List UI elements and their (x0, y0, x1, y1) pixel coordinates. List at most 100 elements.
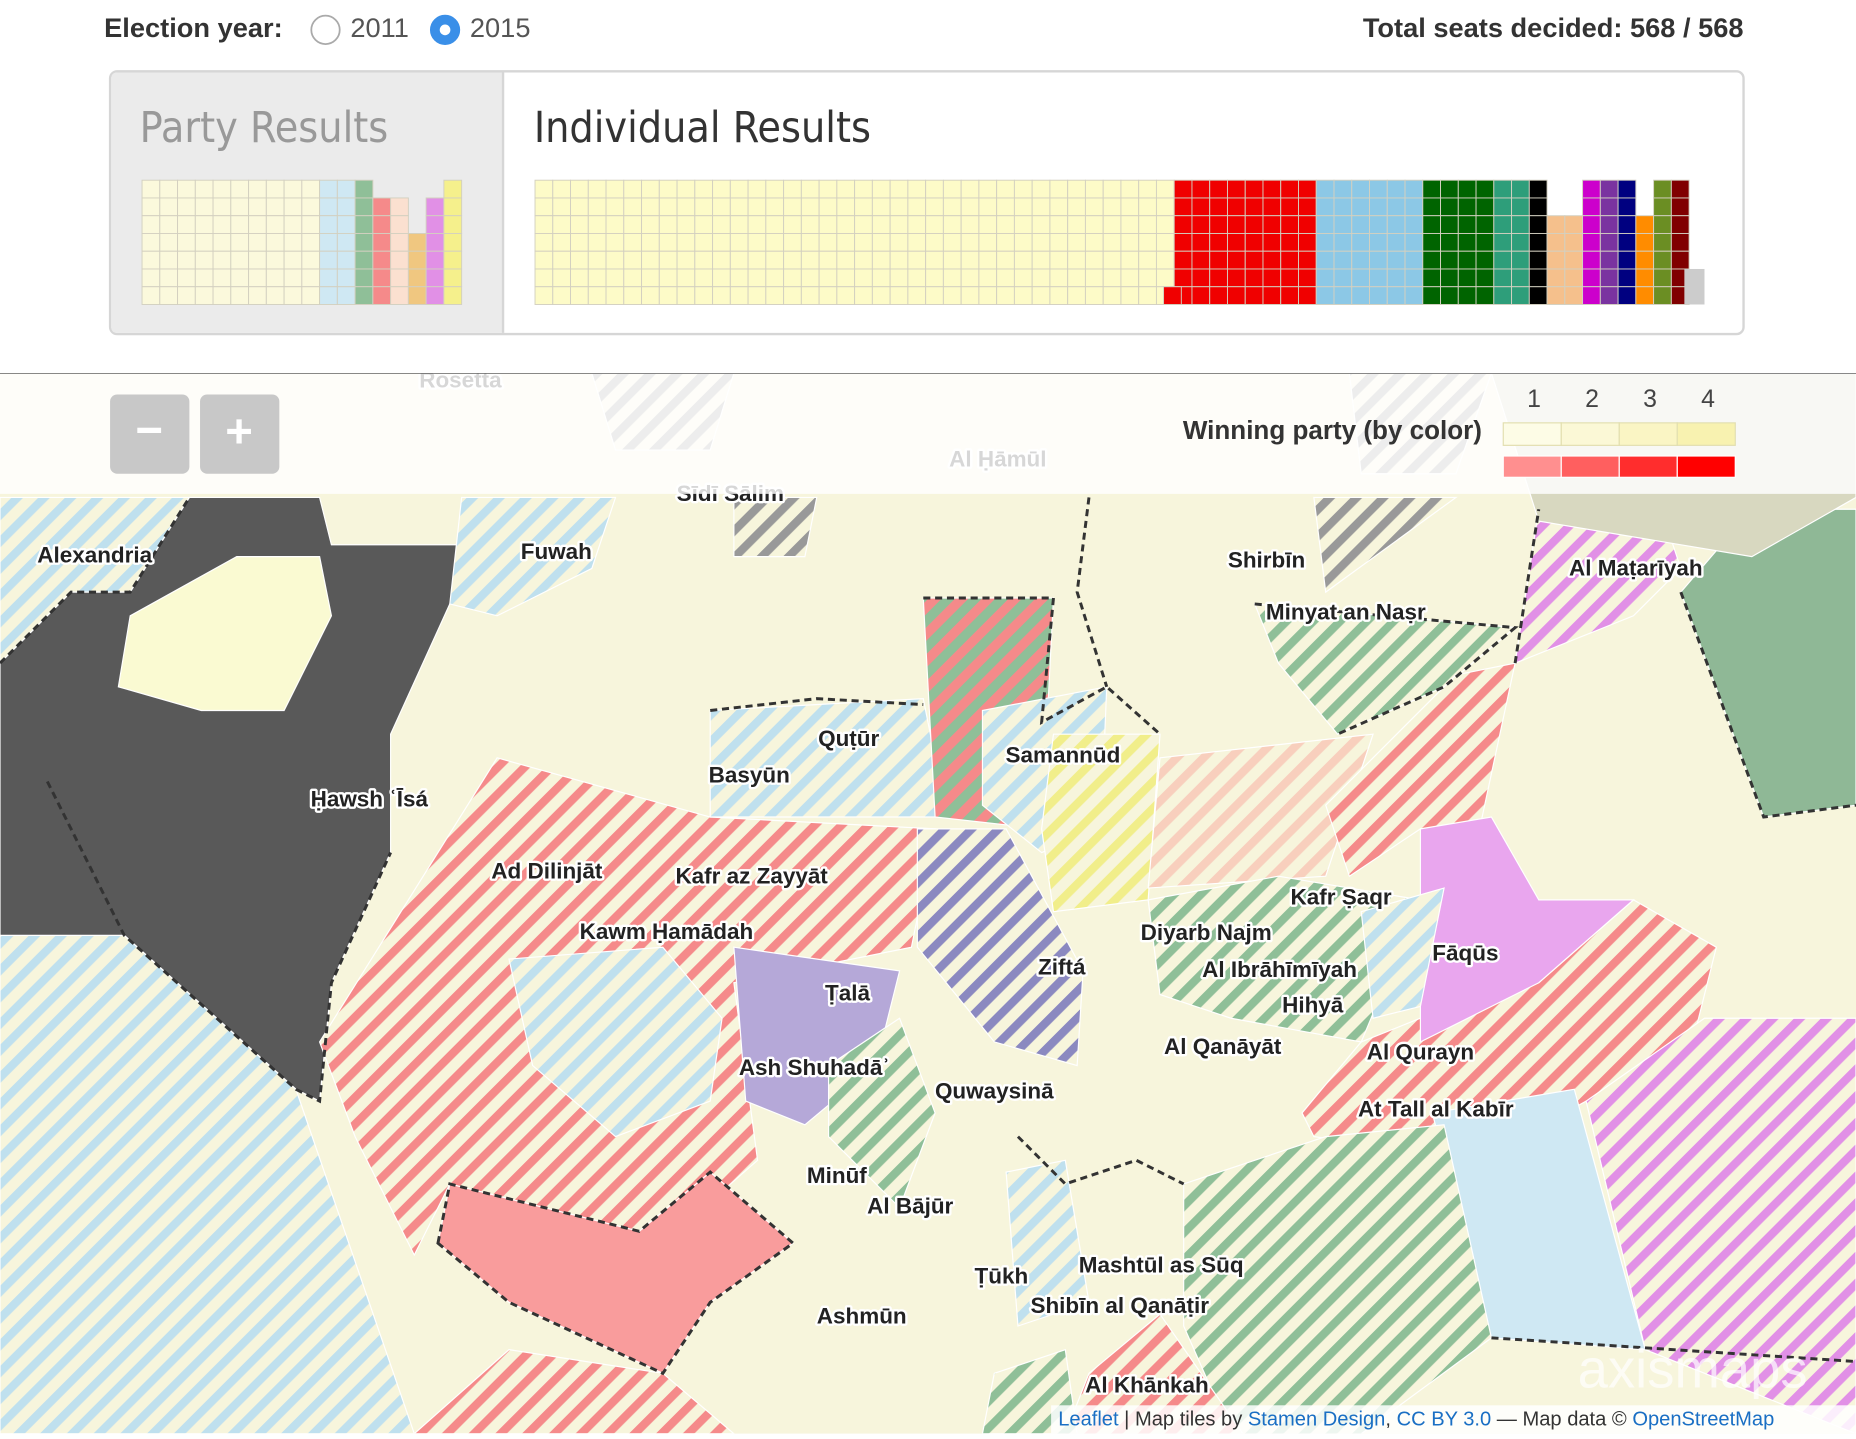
seat-cell (1138, 197, 1157, 217)
place-label: Ashmūn (817, 1304, 907, 1329)
seat-cell (141, 250, 161, 270)
seat-cell (978, 215, 998, 234)
seat-cell (1475, 268, 1495, 288)
seat-cell (283, 179, 303, 199)
seat-cell (407, 232, 427, 252)
seat-cell (552, 179, 572, 199)
seat-cell (712, 268, 731, 288)
seat-cell (996, 179, 1015, 199)
districts (0, 373, 1856, 1434)
seat-cell (570, 268, 589, 288)
seat-cell (1067, 179, 1086, 199)
seat-cell (605, 197, 625, 217)
district (0, 934, 415, 1434)
seat-cell (889, 232, 909, 252)
radio-label[interactable]: 2015 (470, 12, 531, 43)
seat-cell (925, 286, 944, 305)
seat-cell (1582, 232, 1601, 252)
seat-cell (1582, 250, 1601, 270)
seat-cell (729, 250, 749, 270)
seat-cell (1493, 232, 1513, 252)
seat-cell (925, 232, 944, 252)
seat-cell (942, 286, 962, 305)
seat-cell (354, 232, 374, 252)
radio-label[interactable]: 2011 (350, 12, 409, 43)
seat-cell (354, 215, 374, 234)
seat-cell (1315, 232, 1335, 252)
seat-cell (141, 179, 161, 199)
seat-cell (1102, 197, 1122, 217)
seat-cell (336, 197, 356, 217)
seat-cell (212, 286, 232, 305)
seat-cell (407, 250, 427, 270)
seat-cell (1013, 250, 1033, 270)
seat-cell (641, 250, 660, 270)
seat-cell (248, 197, 267, 217)
seat-cell (889, 179, 909, 199)
seat-cell (1564, 250, 1584, 270)
seat-cell (552, 250, 572, 270)
seat-cell (177, 197, 196, 217)
seat-cell (1191, 268, 1211, 288)
radio-dot[interactable] (439, 24, 451, 36)
seat-cell (1031, 179, 1051, 199)
zoom-out-button[interactable] (110, 394, 190, 474)
seat-cell (587, 179, 607, 199)
seat-cell (177, 286, 196, 305)
seat-cell (1582, 179, 1601, 199)
seat-cell (729, 215, 749, 234)
seat-cell (336, 286, 356, 305)
seat-cell (248, 179, 267, 199)
attribution-link[interactable]: CC BY 3.0 (1397, 1409, 1492, 1431)
seat-cell (1333, 232, 1353, 252)
seat-cell (1475, 179, 1495, 199)
seat-cell (1670, 215, 1690, 234)
seat-cell (570, 232, 589, 252)
zoom-in-label[interactable]: + (225, 405, 253, 458)
seat-cell (1226, 215, 1246, 234)
seat-cell (1369, 250, 1388, 270)
attribution-link[interactable]: Stamen Design (1248, 1409, 1386, 1431)
individual-results-tab[interactable]: Individual Results (534, 103, 871, 153)
seat-cell (390, 286, 409, 305)
seat-cell (248, 286, 267, 305)
party-results-tab[interactable]: Party Results (140, 103, 389, 153)
attribution-link[interactable]: OpenStreetMap (1632, 1409, 1774, 1431)
seat-cell (1155, 232, 1175, 252)
radio-button[interactable] (310, 14, 341, 45)
seat-cell (1262, 197, 1282, 217)
legend-level: 3 (1643, 386, 1657, 413)
seat-cell (265, 268, 285, 288)
seat-cell (658, 268, 678, 288)
seat-cell (623, 197, 643, 217)
seat-cell (443, 268, 463, 288)
zoom-in-button[interactable] (200, 394, 280, 474)
seat-cell (570, 250, 589, 270)
seat-cell (354, 197, 374, 217)
place-label: Kafr Ṣaqr (1291, 885, 1392, 910)
seat-cell (1511, 268, 1530, 288)
zoom-out-label[interactable]: − (135, 404, 163, 457)
seat-cell (1084, 197, 1104, 217)
seat-cell (319, 286, 338, 305)
seat-cell (1599, 286, 1619, 305)
seat-cell (889, 268, 909, 288)
district (733, 496, 818, 558)
legend-swatch (1676, 422, 1736, 446)
seat-cell (623, 232, 643, 252)
seat-cell (372, 250, 392, 270)
seat-cell (570, 215, 589, 234)
attribution-link[interactable]: Leaflet (1058, 1409, 1119, 1431)
seat-cell (1546, 250, 1566, 270)
seat-cell (425, 197, 445, 217)
seat-cell (1369, 232, 1388, 252)
seat-cell (1422, 197, 1442, 217)
seat-cell (978, 268, 998, 288)
seat-cell (800, 268, 820, 288)
seat-cell (1422, 232, 1442, 252)
seat-cell (1599, 179, 1619, 199)
seat-cell (1102, 179, 1122, 199)
seat-cell (783, 250, 802, 270)
seat-cell (854, 232, 873, 252)
seat-cell (1617, 268, 1637, 288)
